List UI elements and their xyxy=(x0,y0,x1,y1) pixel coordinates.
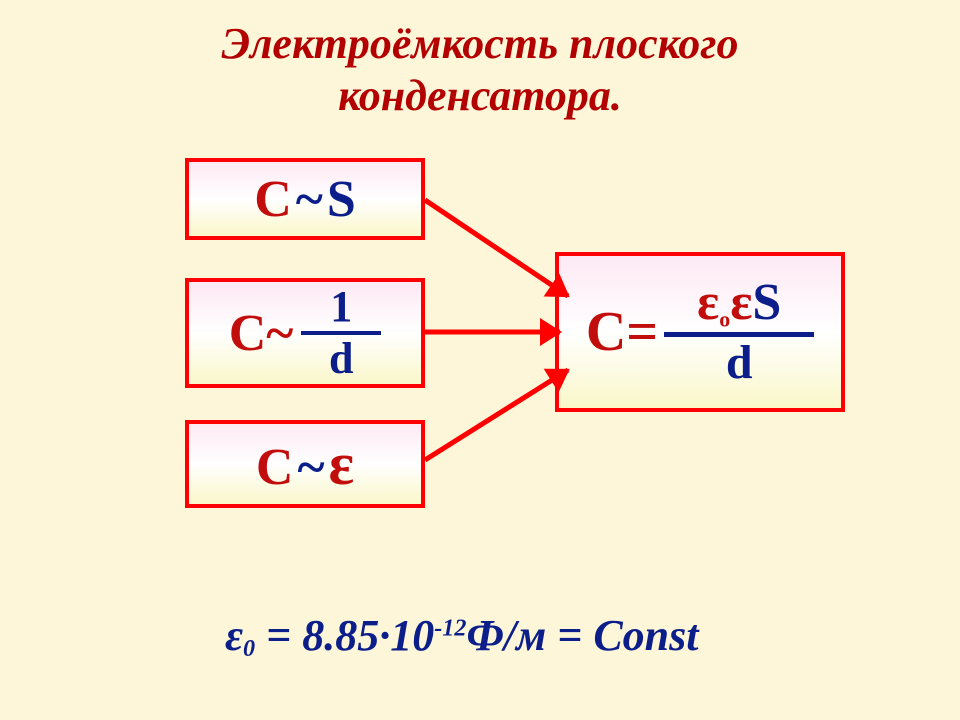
formula-box-c-s: С~S xyxy=(185,158,425,240)
b2-num: 1 xyxy=(330,285,352,329)
result-denominator: d xyxy=(726,339,753,387)
eps0-eps: ε xyxy=(225,611,243,660)
stage: Электроёмкость плоского конденсатора. С~… xyxy=(0,0,960,720)
b3-prefix: С xyxy=(256,439,294,496)
b1-mid: ~ xyxy=(292,171,327,228)
b1-suffix: S xyxy=(327,171,356,228)
formula-box-c-1-over-d: С~ 1 d xyxy=(185,278,425,388)
result-numerator: εоεS xyxy=(697,277,781,331)
eps0-const: Const xyxy=(593,611,698,660)
title-line-1: Электроёмкость плоского xyxy=(0,18,960,70)
title-line-2: конденсатора. xyxy=(0,70,960,122)
b3-mid: ~ xyxy=(293,439,328,496)
b3-suffix: ε xyxy=(328,431,354,497)
formula-box-c-eps: С~ε xyxy=(185,420,425,508)
result-prefix: С= xyxy=(586,300,658,364)
b2-den: d xyxy=(329,337,353,381)
epsilon-zero-constant: ε0 = 8.85·10-12Ф/м = Const xyxy=(225,610,698,663)
eps0-sub: 0 xyxy=(243,635,255,662)
b2-prefix: С~ xyxy=(229,304,294,363)
slide-title: Электроёмкость плоского конденсатора. xyxy=(0,18,960,122)
b1-prefix: С xyxy=(254,171,292,228)
b2-fraction: 1 d xyxy=(301,285,381,381)
result-fraction: εоεS d xyxy=(664,277,814,388)
formula-box-result: С= εоεS d xyxy=(555,252,845,412)
eps0-eq: = 8.85·10 xyxy=(255,611,434,660)
eps0-unit: Ф/м = xyxy=(466,611,593,660)
eps0-exp: -12 xyxy=(434,614,466,641)
